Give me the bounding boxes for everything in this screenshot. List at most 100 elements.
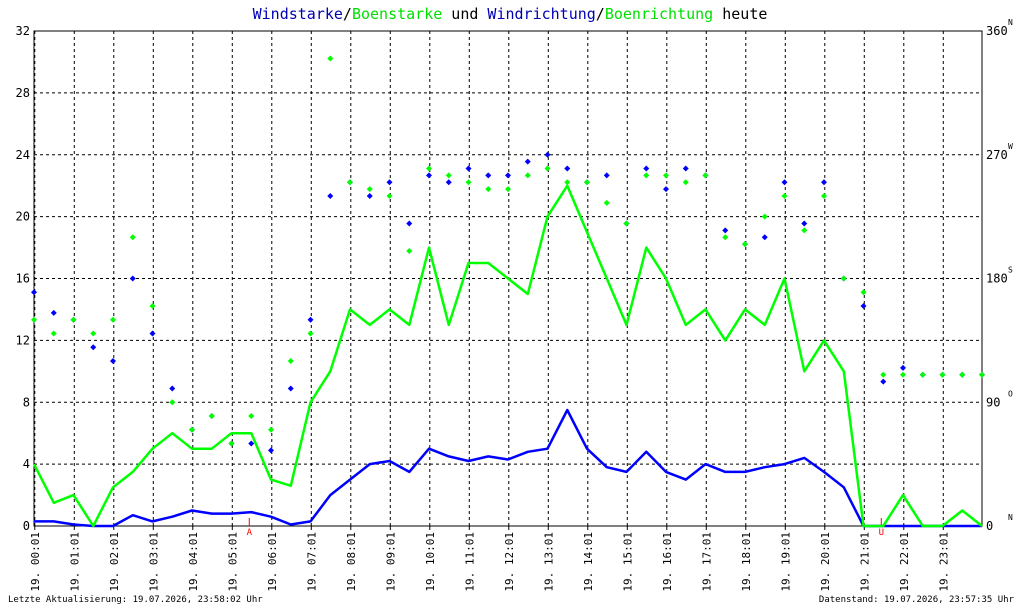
title-part-gust: Boenstarke xyxy=(352,5,442,23)
y-left-tick-label: 32 xyxy=(16,24,30,38)
direction-point-wind xyxy=(643,165,650,172)
direction-point-wind xyxy=(268,447,274,454)
direction-point-wind xyxy=(248,440,255,447)
direction-point-wind xyxy=(287,385,294,392)
direction-point-gust xyxy=(208,413,215,419)
direction-point-gust xyxy=(643,172,650,179)
x-tick-label: 19. 07:01 xyxy=(305,532,318,592)
direction-point-gust xyxy=(31,316,37,323)
direction-point-gust xyxy=(702,172,709,179)
direction-point-gust xyxy=(426,165,432,172)
direction-point-wind xyxy=(90,344,97,351)
direction-point-wind xyxy=(327,193,334,199)
direction-point-wind xyxy=(129,275,136,282)
title-part-gust: Boenrichtung xyxy=(605,5,713,23)
y-left-tick-label: 4 xyxy=(23,457,30,471)
title-part-plain: / xyxy=(343,5,352,23)
direction-point-wind xyxy=(801,220,808,227)
compass-label: O xyxy=(1008,389,1013,398)
title-part-plain: heute xyxy=(713,5,767,23)
x-tick-label: 19. 05:01 xyxy=(226,532,239,592)
direction-point-gust xyxy=(781,193,788,199)
direction-point-gust xyxy=(505,186,511,193)
direction-point-gust xyxy=(663,172,669,179)
sun-marker-label: U xyxy=(879,528,884,538)
direction-point-wind xyxy=(307,316,314,323)
x-tick-label: 19. 02:01 xyxy=(108,532,121,592)
y-right-tick-label: 0 xyxy=(986,519,993,533)
direction-point-gust xyxy=(110,316,116,323)
x-tick-label: 19. 12:01 xyxy=(503,532,516,592)
y-right-tick-label: 360 xyxy=(986,24,1008,38)
compass-label: N xyxy=(1008,513,1013,522)
direction-point-gust xyxy=(189,426,195,433)
title-part-plain: / xyxy=(596,5,605,23)
direction-point-gust xyxy=(603,199,610,206)
y-left-tick-label: 24 xyxy=(16,148,30,162)
direction-point-gust xyxy=(860,289,867,296)
direction-point-wind xyxy=(149,330,156,337)
direction-point-wind xyxy=(544,151,551,158)
direction-point-gust xyxy=(445,172,452,179)
compass-label: W xyxy=(1008,142,1013,151)
direction-point-gust xyxy=(228,440,235,447)
x-tick-label: 19. 09:01 xyxy=(384,532,397,592)
footer-last-update: Letzte Aktualisierung: 19.07.2026, 23:58… xyxy=(8,595,263,605)
title-part-wind: Windstarke xyxy=(253,5,343,23)
x-tick-label: 19. 14:01 xyxy=(582,532,595,592)
direction-point-wind xyxy=(821,179,827,186)
direction-point-gust xyxy=(682,179,689,186)
direction-point-gust xyxy=(919,371,926,378)
x-tick-label: 19. 20:01 xyxy=(819,532,832,592)
direction-point-wind xyxy=(426,172,432,179)
x-tick-label: 19. 13:01 xyxy=(542,532,555,592)
series-line-wind xyxy=(34,408,982,528)
direction-point-wind xyxy=(110,358,116,364)
y-left-tick-label: 12 xyxy=(16,333,30,347)
x-tick-label: 19. 21:01 xyxy=(858,532,871,592)
direction-point-wind xyxy=(169,385,176,392)
direction-point-wind xyxy=(465,165,472,172)
direction-point-gust xyxy=(366,186,373,193)
direction-point-wind xyxy=(880,378,887,385)
direction-point-gust xyxy=(840,275,847,282)
direction-point-wind xyxy=(860,303,867,309)
x-tick-label: 19. 11:01 xyxy=(463,532,476,592)
direction-point-gust xyxy=(761,213,768,220)
x-tick-label: 19. 17:01 xyxy=(700,532,713,592)
direction-point-wind xyxy=(524,158,531,165)
footer-data-status: Datenstand: 19.07.2026, 23:57:35 Uhr xyxy=(819,595,1015,605)
sun-marker-label: A xyxy=(247,528,253,538)
direction-point-wind xyxy=(900,364,906,371)
y-left-tick-label: 28 xyxy=(16,86,30,100)
compass-label: N xyxy=(1008,18,1013,27)
direction-point-gust xyxy=(485,186,492,193)
direction-point-gust xyxy=(70,316,77,323)
direction-point-gust xyxy=(979,371,985,378)
direction-point-wind xyxy=(761,234,768,241)
y-right-tick-label: 270 xyxy=(986,148,1008,162)
direction-point-gust xyxy=(307,330,314,337)
y-left-tick-label: 8 xyxy=(23,395,30,409)
direction-point-gust xyxy=(327,55,334,62)
title-part-wind: Windrichtung xyxy=(487,5,595,23)
direction-point-wind xyxy=(505,172,511,179)
y-right-tick-label: 180 xyxy=(986,272,1008,286)
direction-point-gust xyxy=(129,234,136,241)
x-tick-label: 19. 10:01 xyxy=(424,532,437,592)
x-tick-label: 19. 03:01 xyxy=(147,532,160,592)
direction-point-gust xyxy=(722,234,729,241)
direction-point-wind xyxy=(31,289,37,296)
x-tick-label: 19. 19:01 xyxy=(779,532,792,592)
direction-point-wind xyxy=(603,172,610,179)
direction-point-gust xyxy=(742,241,748,248)
direction-point-gust xyxy=(169,399,176,406)
series-line-gust xyxy=(32,184,983,528)
direction-point-wind xyxy=(682,165,689,172)
direction-point-gust xyxy=(959,371,966,378)
y-left-tick-label: 16 xyxy=(16,272,30,286)
compass-label: S xyxy=(1008,266,1013,275)
x-tick-label: 19. 01:01 xyxy=(68,532,81,592)
